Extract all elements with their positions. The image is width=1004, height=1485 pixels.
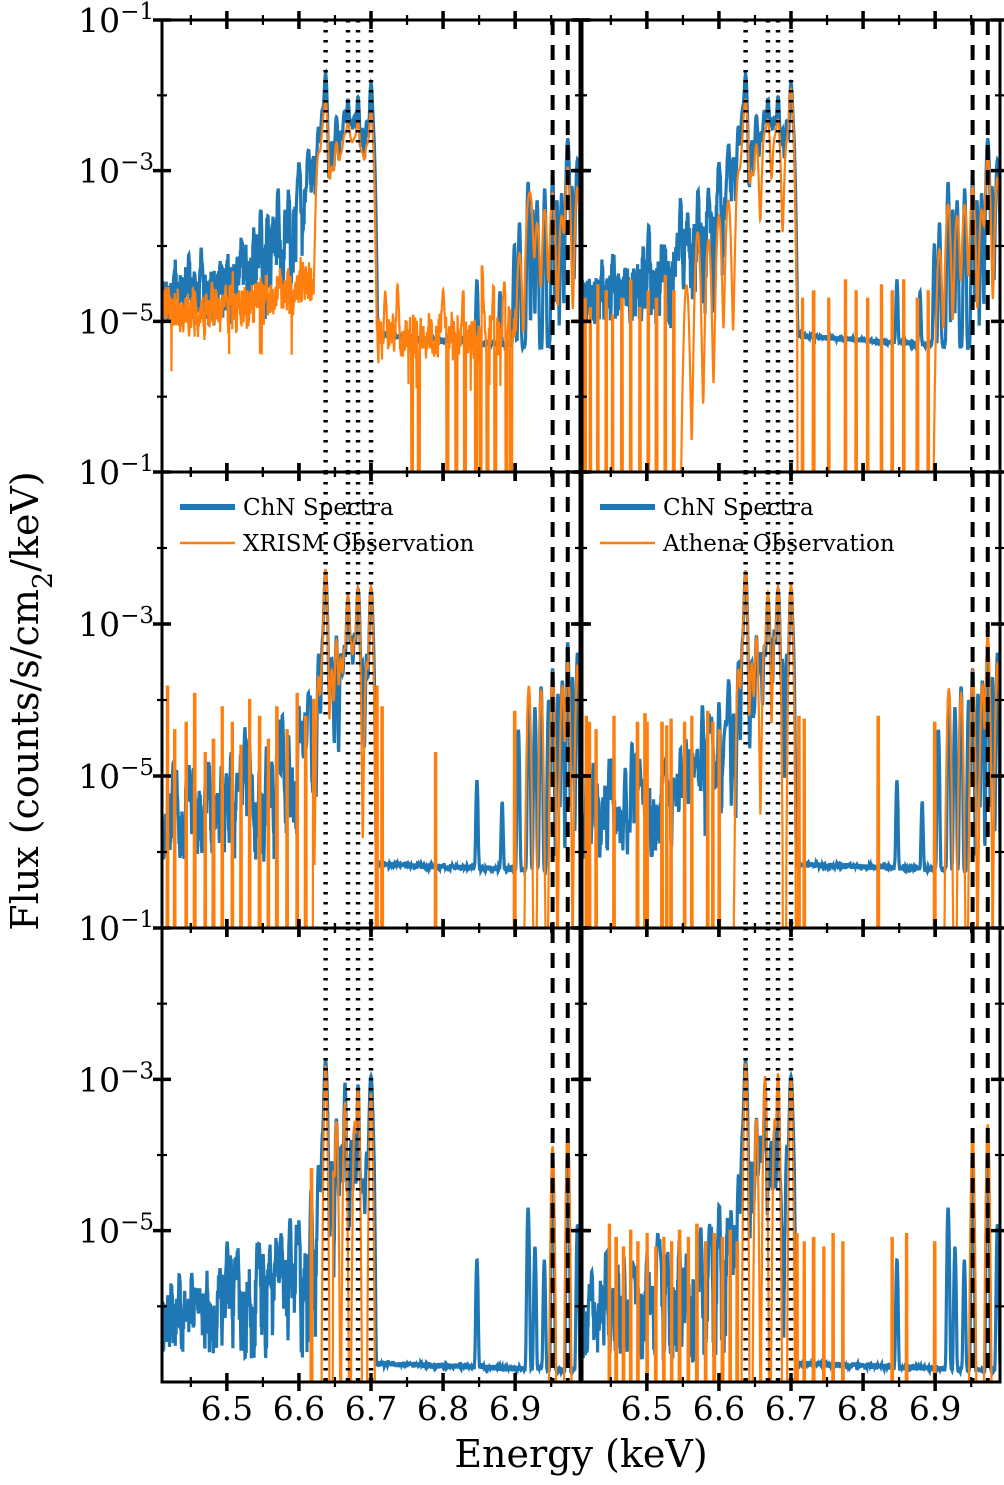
model-series-path [583,1057,999,1378]
x-tick-label: 6.7 [765,1389,817,1428]
y-tick-label-exponent: −1 [120,0,154,25]
y-tick-label-exponent: −5 [120,300,154,326]
y-tick-label: 10−3 [78,603,154,644]
tick-labels-layer: 6.5 6.6 6.7 6.8 6.9 6.5 6.6 6.7 6.8 6.910−110−310… [78,0,961,1428]
y-tick-label: 10−1 [78,0,154,40]
panel-axes-bottom-right [573,919,1004,1391]
y-tick-label: 10−5 [78,300,154,341]
y-axis-label-main: Flux (counts/s/cm [3,589,47,931]
x-axis-label: Energy (keV) [454,1432,707,1476]
panel-middle-left [163,568,579,927]
x-tick-label: 6.5 [201,1389,253,1428]
y-tick-label-base: 10 [78,1,120,40]
y-tick-label-base: 10 [78,1212,120,1251]
x-tick-label: 6.7 [345,1389,397,1428]
y-tick-label: 10−3 [78,1058,154,1099]
x-tick-label: 6.9 [489,1389,541,1428]
panel-middle-right [583,570,999,927]
y-tick-label: 10−1 [78,451,154,492]
y-axis-label: Flux (counts/s/cm2/keV) [3,471,59,930]
y-tick-label-exponent: −3 [120,1058,154,1084]
legend-observation-label: XRISM Observation [243,531,475,557]
y-tick-label-exponent: −5 [120,755,154,781]
x-tick-label: 6.8 [837,1389,889,1428]
y-tick-label-exponent: −3 [120,150,154,176]
y-tick-label-base: 10 [78,453,120,492]
line-markers-layer [323,20,990,1382]
y-tick-label-base: 10 [78,1060,120,1099]
panel-bottom-left [163,1057,579,1381]
y-tick-label-base: 10 [78,302,120,341]
y-tick-label-base: 10 [78,605,120,644]
x-tick-label: 6.6 [273,1389,325,1428]
y-tick-label-exponent: −1 [120,451,154,477]
y-tick-label-exponent: −5 [120,1210,154,1236]
legend-middle-left-panel: ChN Spectra XRISM Observation [180,495,475,557]
observation-series-path [584,570,999,927]
y-tick-label-exponent: −1 [120,907,154,933]
x-tick-label: 6.9 [909,1389,961,1428]
x-tick-label: 6.8 [417,1389,469,1428]
y-tick-label: 10−1 [78,907,154,948]
observation-series-path [583,86,999,471]
axes-layer [153,11,1004,1391]
y-axis-label-superscript: 2 [28,572,59,589]
x-tick-label: 6.5 [621,1389,673,1428]
panel-top-right [583,71,999,471]
y-tick-label: 10−5 [78,755,154,796]
observation-series-path [165,568,579,927]
legend-model-label: ChN Spectra [663,495,814,521]
y-tick-label-exponent: −3 [120,603,154,629]
y-tick-label-base: 10 [78,757,120,796]
y-tick-label-base: 10 [78,152,120,191]
legend-model-label: ChN Spectra [243,495,394,521]
legend-observation-label: Athena Observation [662,531,895,557]
y-tick-label: 10−5 [78,1210,154,1251]
model-series-path [163,1057,579,1379]
y-tick-label: 10−3 [78,150,154,191]
y-axis-label-units: /keV) [3,471,47,572]
x-tick-label: 6.6 [693,1389,745,1428]
legend-middle-right-panel: ChN Spectra Athena Observation [600,495,895,557]
y-tick-label-base: 10 [78,909,120,948]
model-series-path [583,71,999,353]
observation-series-path [309,1065,573,1381]
